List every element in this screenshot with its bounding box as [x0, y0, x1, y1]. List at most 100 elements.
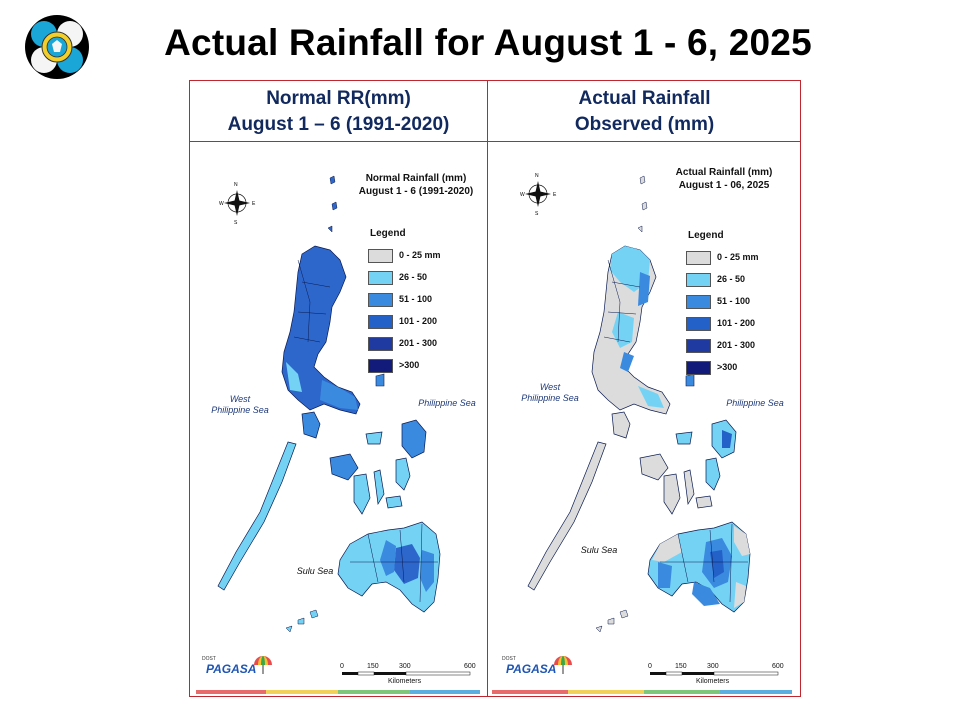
compass-s-label: S: [535, 211, 539, 217]
color-strip-blue: [720, 690, 792, 694]
normal-rainfall-map: N S W E: [217, 175, 471, 676]
normal-rainfall-map-panel: N S W E Normal Rainfall (mm) August 1 - …: [190, 142, 487, 696]
mindoro-island: [301, 411, 321, 439]
compass-e-label: E: [553, 192, 557, 198]
right-header-line1: Actual Rainfall: [578, 88, 711, 109]
west-philippine-sea-label: West Philippine Sea: [518, 382, 582, 404]
negros-island: [663, 473, 681, 515]
left-map-title-line1: Normal Rainfall (mm): [365, 173, 467, 184]
west-sea-line1: West: [229, 394, 251, 404]
umbrella-icon: [254, 656, 272, 674]
legend-swatch: [686, 361, 711, 375]
legend-label: >300: [399, 360, 420, 370]
scale-bar: [342, 671, 471, 676]
right-map-title: Actual Rainfall (mm) August 1 - 06, 2025: [662, 166, 786, 192]
color-strip-red: [196, 690, 266, 694]
west-sea-line2: Philippine Sea: [211, 405, 269, 415]
palawan-island: [217, 441, 297, 591]
scale-tick: 150: [675, 663, 687, 670]
compass-n-label: N: [234, 182, 238, 188]
color-strip-yellow: [568, 690, 644, 694]
luzon-island: [281, 245, 361, 415]
left-header-line2: August 1 – 6 (1991-2020): [227, 114, 450, 135]
samar-island: [401, 419, 427, 459]
legend-swatch: [368, 359, 393, 373]
header-divider: [189, 141, 801, 142]
scale-tick: 0: [648, 663, 652, 670]
branding-dost-label: DOST: [202, 656, 216, 662]
north-arrow-compass-icon: N S W E: [219, 182, 256, 226]
right-header-line2: Observed (mm): [574, 114, 715, 135]
compass-e-label: E: [252, 201, 256, 207]
color-strip-yellow: [266, 690, 338, 694]
page-title: Actual Rainfall for August 1 - 6, 2025: [164, 22, 812, 63]
color-strip-blue: [410, 690, 480, 694]
scale-tick: 300: [707, 663, 719, 670]
branding-dost-label: DOST: [502, 656, 516, 662]
philippine-sea-label: Philippine Sea: [418, 398, 476, 408]
left-legend-title: Legend: [370, 228, 406, 239]
scale-tick: 300: [399, 663, 411, 670]
leyte-island: [395, 457, 411, 491]
scale-tick: 600: [464, 663, 476, 670]
west-philippine-sea-label: West Philippine Sea: [208, 394, 272, 416]
color-strip-green: [644, 690, 720, 694]
sulu-sea-label: Sulu Sea: [580, 545, 618, 555]
legend-swatch: [368, 249, 393, 263]
legend-swatch: [686, 251, 711, 265]
right-legend-title: Legend: [688, 230, 724, 241]
color-strip-red: [492, 690, 568, 694]
scale-unit: Kilometers: [388, 678, 422, 685]
panel-divider: [487, 80, 488, 697]
bohol-island: [695, 495, 713, 509]
legend-swatch: [368, 337, 393, 351]
west-sea-line1: West: [539, 382, 561, 392]
pagasa-branding-logo: DOST PAGASA: [196, 654, 274, 682]
bohol-island: [385, 495, 403, 509]
palawan-island: [527, 441, 607, 591]
legend-swatch: [686, 339, 711, 353]
compass-w-label: W: [219, 201, 224, 207]
legend-label: >300: [717, 362, 738, 372]
cebu-island: [683, 469, 695, 506]
scale-bar: [650, 671, 779, 676]
legend-swatch: [686, 295, 711, 309]
left-map-title-line2: August 1 - 6 (1991-2020): [358, 186, 474, 197]
right-panel-header: Actual Rainfall Observed (mm): [488, 86, 801, 138]
cebu-island: [373, 469, 385, 506]
comparison-frame: [189, 80, 801, 697]
scale-tick: 0: [340, 663, 344, 670]
left-panel-header: Normal RR(mm) August 1 – 6 (1991-2020): [190, 86, 487, 138]
compass-s-label: S: [234, 220, 238, 226]
legend-swatch: [368, 271, 393, 285]
legend-label: 201 - 300: [399, 338, 438, 348]
sulu-sea-label: Sulu Sea: [296, 566, 334, 576]
legend-label: 201 - 300: [717, 340, 756, 350]
legend-label: 51 - 100: [717, 296, 751, 306]
legend-swatch: [686, 317, 711, 331]
branding-pagasa-label: PAGASA: [206, 662, 257, 676]
legend-label: 101 - 200: [399, 316, 438, 326]
leyte-island: [705, 457, 721, 491]
legend-label: 26 - 50: [399, 272, 428, 282]
pagasa-seal-logo: [25, 15, 89, 79]
legend-label: 0 - 25 mm: [399, 250, 441, 260]
panay-island: [329, 453, 359, 481]
mindoro-island: [611, 411, 631, 439]
branding-pagasa-label: PAGASA: [506, 662, 557, 676]
legend-label: 26 - 50: [717, 274, 746, 284]
west-sea-line2: Philippine Sea: [521, 393, 579, 403]
scale-tick: 150: [367, 663, 379, 670]
right-map-title-line2: August 1 - 06, 2025: [678, 180, 770, 191]
actual-rainfall-map-panel: N S W E Actual Rainfall (mm) August 1 - …: [488, 142, 801, 696]
scale-tick: 600: [772, 663, 784, 670]
legend-swatch: [368, 293, 393, 307]
compass-w-label: W: [520, 192, 525, 198]
negros-island: [353, 473, 371, 515]
legend-swatch: [368, 315, 393, 329]
panay-island: [639, 453, 669, 481]
right-map-title-line1: Actual Rainfall (mm): [675, 167, 773, 178]
legend-label: 51 - 100: [399, 294, 433, 304]
north-arrow-compass-icon: N S W E: [520, 173, 557, 217]
actual-rainfall-map: N S W E: [520, 173, 779, 676]
